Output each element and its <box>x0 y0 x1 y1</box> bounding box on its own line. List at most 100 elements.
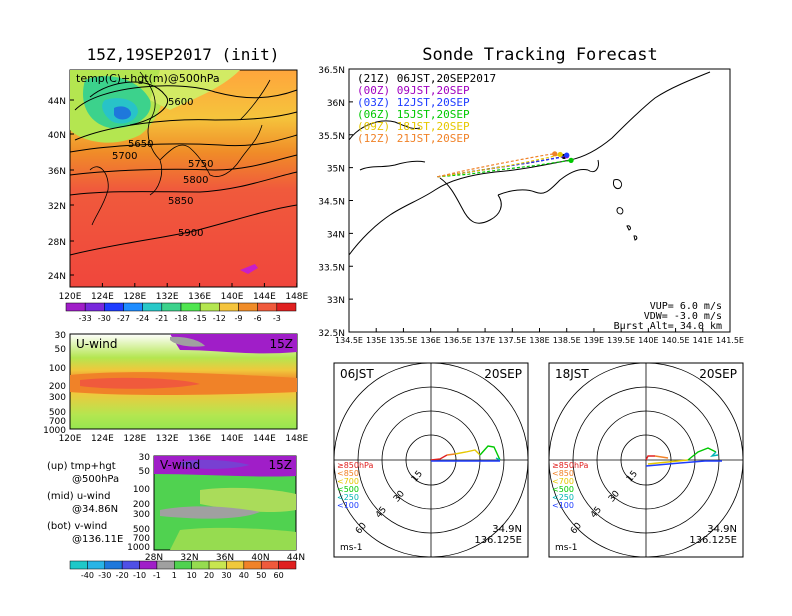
pressure-legend: <700 <box>552 477 574 486</box>
colorbar-swatch <box>104 560 123 570</box>
panel-notes: (up) tmp+hgt @500hPa (mid) u-wind @34.86… <box>47 461 123 545</box>
legend-entry: (03Z) 12JST,20SEP <box>357 96 470 109</box>
colorbar-label: -33 <box>79 314 92 323</box>
colorbar-swatch <box>174 560 192 570</box>
lon-tick-label: 138E <box>529 336 549 345</box>
lon-tick-label: 136E <box>420 336 440 345</box>
legend-entry: (09Z) 18JST,20SEP <box>357 120 470 133</box>
pressure-legend: <100 <box>552 501 574 510</box>
note-bot-a: (bot) v-wind <box>47 521 107 532</box>
colorbar-label: 20 <box>204 571 214 580</box>
track-line <box>437 153 555 178</box>
lon-tick-label: 128E <box>123 292 146 302</box>
note-up-a: (up) tmp+hgt <box>47 461 116 472</box>
lon-tick-label: 140E <box>638 336 658 345</box>
colorbar-swatch <box>87 560 106 570</box>
lon-tick-label: 144E <box>253 292 276 302</box>
colorbar-label: -6 <box>254 314 262 323</box>
pressure-legend: <100 <box>337 501 359 510</box>
pressure-legend: <500 <box>552 485 574 494</box>
left-title: 15Z,19SEP2017 (init) <box>87 45 280 64</box>
lat-tick-label: 44N <box>48 97 66 107</box>
lon-tick-labels: 120E 124E 128E 132E 136E 140E 144E 148E <box>59 434 309 444</box>
lon-tick-label: 140E <box>221 292 244 302</box>
lon-tick-label: 141.5E <box>716 336 744 345</box>
lat-tick-label: 28N <box>48 238 66 248</box>
hodograph-trace <box>645 455 655 461</box>
landing-point <box>564 152 570 158</box>
colorbar-label: -20 <box>116 571 129 580</box>
colorbar-swatch <box>191 560 210 570</box>
lon-tick-label: 128E <box>123 434 146 444</box>
lon-tick-label: 132E <box>156 434 179 444</box>
colorbar-label: 50 <box>256 571 266 580</box>
landing-point <box>568 157 574 163</box>
colorbar-label: -1 <box>153 571 161 580</box>
hodograph-trace <box>654 455 669 459</box>
hodograph-lat: 34.9N <box>707 524 737 535</box>
pressure-tick-label: 50 <box>55 345 67 355</box>
lon-tick-label: 140E <box>221 434 244 444</box>
pressure-tick-label: 500 <box>133 525 150 535</box>
colorbar-label: -40 <box>81 571 94 580</box>
wind-colorbar: -40 -30 -20 -10 -1 1 10 20 30 40 50 60 <box>69 560 297 580</box>
hodograph-trace <box>687 447 717 461</box>
pressure-tick-label: 300 <box>49 393 66 403</box>
hodograph-lat: 34.9N <box>492 524 522 535</box>
colorbar-swatch <box>142 302 163 312</box>
legend-entry: (21Z) 06JST,20SEP2017 <box>357 72 496 85</box>
hodograph-lon: 136.125E <box>474 535 522 546</box>
lat-tick-label: 36N <box>327 99 345 109</box>
legend-entry: (00Z) 09JST,20SEP <box>357 84 470 97</box>
temperature-colorbar: -33 -30 -27 -24 -21 -18 -15 -12 -9 -6 -3 <box>65 302 297 323</box>
colorbar-swatch <box>156 560 175 570</box>
lon-tick-label: 148E <box>285 292 308 302</box>
pressure-tick-label: 700 <box>133 534 150 544</box>
colorbar-swatch <box>199 302 220 312</box>
u-wind-label: U-wind <box>76 337 117 351</box>
colorbar-swatch <box>219 302 239 312</box>
legend-entry: (06Z) 15JST,20SEP <box>357 108 470 121</box>
lon-tick-label: 120E <box>59 434 82 444</box>
colorbar-swatch <box>238 302 258 312</box>
colorbar-swatch <box>226 560 245 570</box>
v-wind-time: 15Z <box>269 458 293 472</box>
hodograph-trace <box>454 449 481 456</box>
colorbar-swatch <box>84 302 105 312</box>
colorbar-label: -10 <box>133 571 146 580</box>
pressure-tick-label: 300 <box>133 510 150 520</box>
colorbar-swatch <box>257 302 278 312</box>
colorbar-label: 10 <box>187 571 197 580</box>
pressure-legend: ≥850hPa <box>552 461 589 470</box>
contour-label: 5700 <box>112 151 137 162</box>
lon-tick-label: 124E <box>91 434 114 444</box>
colorbar-label: -24 <box>136 314 149 323</box>
pressure-tick-label: 700 <box>49 417 66 427</box>
map-label: temp(C)+hgt(m)@500hPa <box>76 72 220 85</box>
u-wind-time: 15Z <box>270 337 294 351</box>
colorbar-swatch <box>69 560 88 570</box>
note-up-b: @500hPa <box>72 474 119 485</box>
pressure-legend: <850 <box>337 469 359 478</box>
lon-tick-labels: 134.5E 135E 135.5E 136E 136.5E 137E 137.5E 138E… <box>335 328 744 345</box>
lat-tick-label: 32N <box>180 553 198 563</box>
lon-tick-label: 139E <box>584 336 604 345</box>
contour-label: 5850 <box>168 196 193 207</box>
lon-tick-label: 138.5E <box>553 336 581 345</box>
colorbar-swatch <box>180 302 201 312</box>
v-wind-label: V-wind <box>160 458 200 472</box>
lon-tick-label: 135.5E <box>389 336 417 345</box>
right-title: Sonde Tracking Forecast <box>422 45 657 65</box>
track-lines <box>437 151 574 178</box>
lat-tick-label: 44N <box>287 553 305 563</box>
lon-tick-labels: 120E 124E 128E 132E 136E 140E 144E 148E <box>59 283 309 302</box>
pressure-tick-label: 1000 <box>43 426 66 436</box>
colorbar-label: -21 <box>155 314 168 323</box>
track-line <box>437 153 561 178</box>
lat-tick-label: 40N <box>48 131 66 141</box>
lat-tick-label: 33.5N <box>318 263 345 273</box>
lon-tick-label: 136.5E <box>444 336 472 345</box>
pressure-tick-label: 200 <box>133 500 150 510</box>
